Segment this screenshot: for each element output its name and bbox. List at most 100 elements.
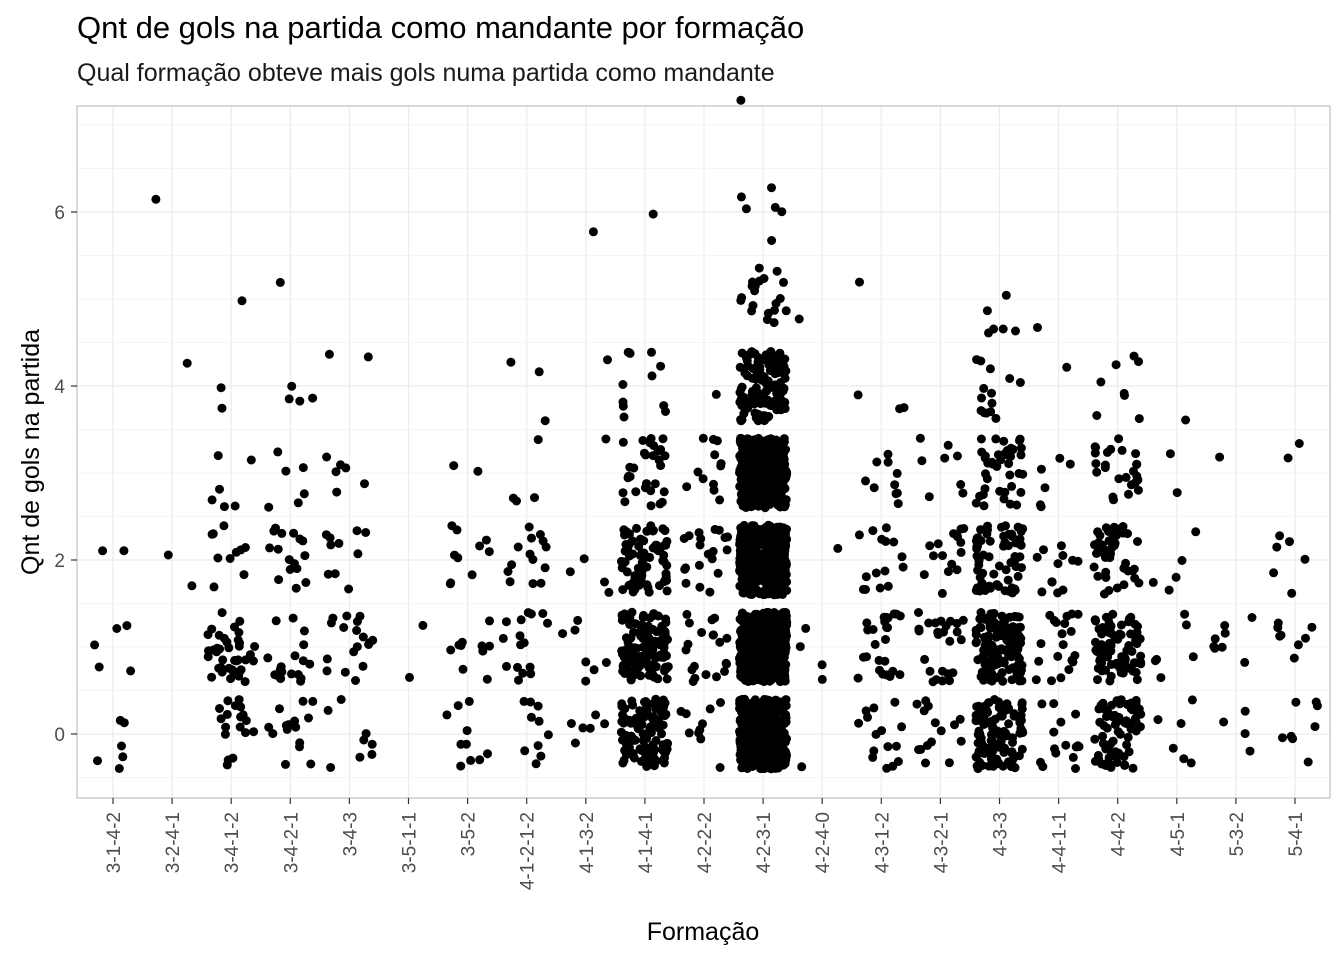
- data-point: [646, 486, 656, 496]
- data-point: [1049, 727, 1059, 737]
- data-point: [1056, 717, 1066, 727]
- data-point: [930, 718, 940, 728]
- data-point: [1036, 639, 1046, 649]
- data-point: [578, 723, 588, 733]
- data-point: [861, 476, 870, 486]
- data-point: [897, 552, 907, 562]
- data-point: [765, 698, 775, 708]
- data-point: [708, 546, 718, 556]
- data-point: [777, 705, 786, 715]
- data-point: [994, 758, 1003, 768]
- data-point: [367, 739, 377, 749]
- data-point: [936, 726, 946, 736]
- x-tick-label: 4-1-2-1-2: [518, 812, 539, 890]
- data-point: [652, 756, 661, 766]
- data-point: [1291, 697, 1301, 707]
- data-point: [632, 523, 641, 533]
- data-point: [534, 367, 544, 377]
- data-point: [446, 645, 456, 655]
- data-point: [759, 454, 769, 464]
- data-point: [114, 764, 124, 773]
- data-point: [1101, 761, 1111, 770]
- data-point: [985, 364, 995, 374]
- data-point: [478, 646, 488, 656]
- data-point: [767, 183, 776, 193]
- data-point: [1120, 718, 1130, 728]
- data-point: [119, 546, 129, 556]
- data-point: [952, 451, 962, 461]
- data-point: [239, 570, 249, 580]
- data-point: [330, 569, 340, 579]
- x-tick-label: 3-5-1-1: [400, 812, 421, 873]
- data-point: [705, 704, 715, 714]
- data-point: [987, 736, 997, 746]
- data-point: [711, 389, 721, 399]
- data-point: [295, 396, 305, 406]
- data-point: [473, 466, 483, 476]
- data-point: [854, 718, 864, 728]
- data-point: [854, 530, 864, 540]
- data-point: [712, 672, 721, 682]
- data-point: [638, 613, 648, 623]
- data-point: [1005, 627, 1015, 637]
- data-point: [1057, 629, 1067, 639]
- data-point: [995, 486, 1005, 496]
- data-point: [738, 717, 748, 726]
- data-point: [645, 759, 655, 769]
- x-axis: 3-1-4-2 3-2-4-1 3-4-1-2 3-4-2-1 3-4-3 3-5-1-1…: [104, 798, 1307, 890]
- data-point: [241, 655, 251, 665]
- data-point: [360, 479, 369, 489]
- data-point: [1278, 733, 1287, 743]
- data-point: [618, 488, 628, 498]
- data-point: [817, 660, 827, 670]
- data-point: [740, 673, 750, 683]
- data-point: [781, 306, 791, 316]
- data-point: [620, 734, 630, 744]
- x-axis-title: Formação: [647, 918, 760, 946]
- data-point: [1300, 554, 1310, 564]
- x-tick-label: 3-4-1-2: [222, 812, 243, 873]
- data-point: [1106, 671, 1116, 681]
- data-point: [972, 535, 982, 545]
- data-point: [753, 479, 763, 489]
- grid-lines: [77, 106, 1330, 798]
- data-point: [216, 383, 226, 393]
- data-point: [498, 633, 508, 643]
- data-point: [760, 570, 770, 580]
- data-point: [855, 277, 864, 287]
- data-point: [1102, 723, 1112, 733]
- data-point: [1275, 531, 1285, 541]
- data-point: [890, 697, 900, 707]
- data-point: [214, 663, 224, 673]
- data-point: [1122, 699, 1132, 709]
- data-point: [735, 699, 745, 708]
- x-tick-label: 3-4-2-1: [281, 812, 302, 873]
- data-point: [708, 630, 718, 640]
- data-point: [1093, 675, 1102, 685]
- data-point: [236, 712, 246, 722]
- data-point: [1133, 537, 1142, 546]
- data-point: [1240, 729, 1250, 739]
- data-point: [936, 616, 946, 626]
- data-point: [777, 207, 787, 217]
- data-point: [944, 758, 954, 768]
- data-point: [151, 194, 161, 204]
- data-point: [956, 480, 966, 489]
- data-point: [450, 550, 459, 560]
- data-point: [883, 457, 893, 467]
- data-point: [503, 567, 513, 576]
- data-point: [1131, 449, 1141, 459]
- data-point: [777, 538, 786, 548]
- data-point: [624, 715, 634, 725]
- data-point: [1053, 588, 1063, 598]
- data-point: [220, 729, 230, 739]
- data-point: [747, 617, 757, 627]
- data-point: [207, 672, 217, 682]
- data-point: [1002, 446, 1012, 455]
- data-point: [1012, 500, 1022, 510]
- data-point: [758, 590, 768, 600]
- data-point: [1001, 290, 1011, 300]
- data-point: [871, 568, 881, 578]
- x-tick-label: 4-3-3: [991, 812, 1012, 856]
- data-point: [453, 701, 463, 711]
